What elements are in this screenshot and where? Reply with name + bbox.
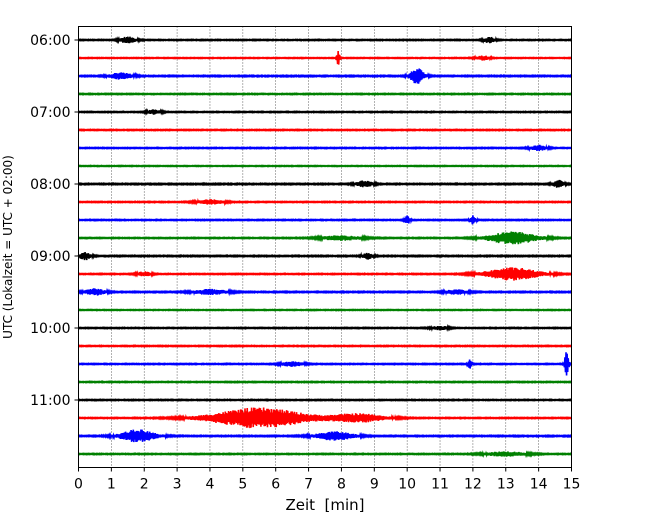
seismic-trace xyxy=(77,287,573,297)
seismic-trace xyxy=(77,398,573,402)
seismic-trace xyxy=(77,35,573,45)
plot-frame xyxy=(78,26,572,468)
seismic-trace xyxy=(77,450,573,459)
x-tick-label: 7 xyxy=(304,477,313,493)
y-tick-label: 10:00 xyxy=(30,321,70,337)
seismic-trace xyxy=(77,107,573,117)
x-tick-label: 8 xyxy=(337,477,346,493)
x-tick-label: 1 xyxy=(107,477,116,493)
seismic-trace xyxy=(77,407,573,429)
y-axis-ticks: 06:00 07:00 08:00 09:00 10:00 11:00 xyxy=(30,33,79,409)
seismic-trace xyxy=(77,380,573,384)
seismic-trace xyxy=(77,344,573,348)
y-tick-label: 06:00 xyxy=(30,33,70,49)
y-tick-label: 09:00 xyxy=(30,249,70,265)
x-tick-label: 9 xyxy=(370,477,379,493)
seismic-trace xyxy=(77,323,573,332)
seismic-trace xyxy=(77,308,573,312)
seismic-trace xyxy=(77,197,573,207)
x-tick-label: 11 xyxy=(431,477,449,493)
x-axis-ticks: 0 1 2 3 4 5 6 7 8 9 10 11 12 13 14 15 xyxy=(74,467,581,493)
x-tick-label: 5 xyxy=(238,477,247,493)
x-axis-label: Zeit [min] xyxy=(285,496,364,514)
y-axis-label: UTC (Lokalzeit = UTC + 02:00) xyxy=(1,155,15,339)
seismic-trace xyxy=(77,92,573,96)
y-tick-label: 11:00 xyxy=(30,393,70,409)
seismic-trace xyxy=(77,429,573,443)
seismic-trace xyxy=(77,179,573,188)
x-tick-label: 15 xyxy=(563,477,581,493)
x-tick-label: 3 xyxy=(173,477,182,493)
x-tick-label: 12 xyxy=(464,477,482,493)
seismic-traces xyxy=(77,35,573,459)
y-tick-label: 07:00 xyxy=(30,105,70,121)
seismic-trace xyxy=(77,51,573,65)
seismic-trace xyxy=(77,231,573,245)
x-tick-label: 2 xyxy=(140,477,149,493)
y-tick-label: 08:00 xyxy=(30,177,70,193)
x-tick-label: 0 xyxy=(74,477,83,493)
seismic-trace xyxy=(77,267,573,281)
x-tick-label: 6 xyxy=(271,477,280,493)
x-tick-label: 4 xyxy=(206,477,215,493)
seismic-trace xyxy=(77,164,573,168)
seismic-trace xyxy=(77,251,573,261)
x-tick-label: 10 xyxy=(398,477,416,493)
seismic-trace xyxy=(77,128,573,132)
seismic-trace xyxy=(77,143,573,153)
x-tick-label: 14 xyxy=(530,477,548,493)
x-tick-label: 13 xyxy=(497,477,515,493)
seismic-trace xyxy=(77,215,573,225)
seismic-trace xyxy=(77,68,573,84)
seismic-trace xyxy=(77,352,573,376)
